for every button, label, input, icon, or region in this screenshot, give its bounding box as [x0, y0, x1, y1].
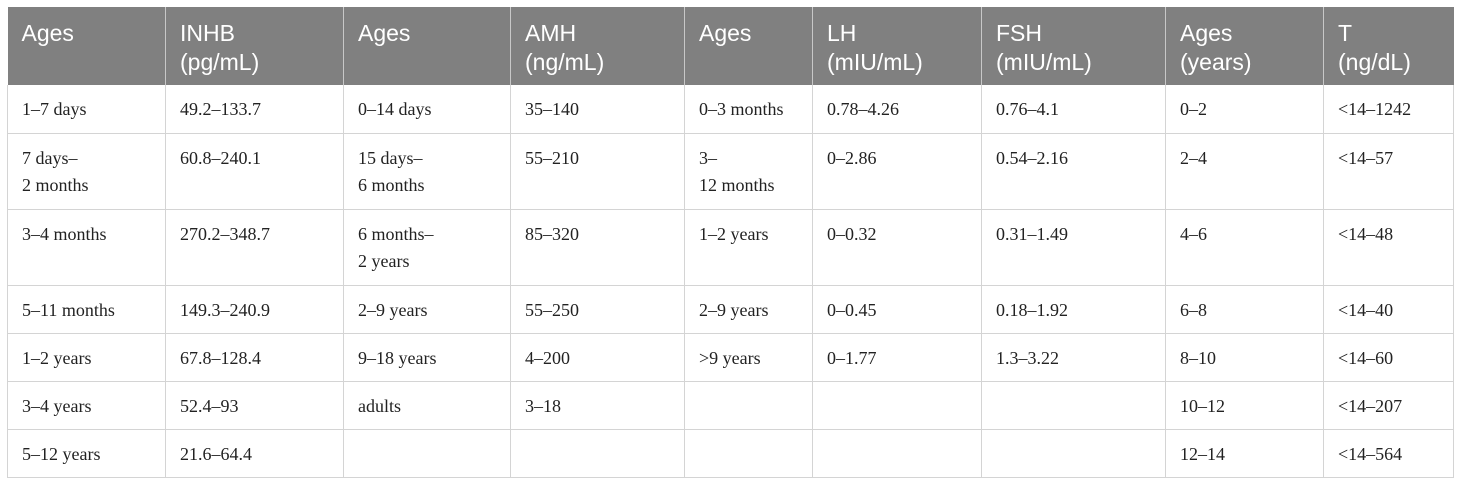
table-cell: 55–250 — [510, 285, 685, 334]
table-cell: 6 months– 2 years — [343, 209, 511, 286]
table-cell: 0.76–4.1 — [981, 85, 1166, 134]
header-ages-years: Ages (years) — [1165, 7, 1324, 85]
table-cell: 1–2 years — [684, 209, 813, 286]
table-cell: 0.54–2.16 — [981, 133, 1166, 210]
reference-range-table: Ages INHB (pg/mL) Ages AMH (ng/mL) Ages … — [7, 7, 1454, 478]
table-cell: 5–11 months — [7, 285, 166, 334]
table-cell: 2–4 — [1165, 133, 1324, 210]
table-cell: 4–6 — [1165, 209, 1324, 286]
table-row: 5–12 years 21.6–64.4 12–14 <14–564 — [7, 429, 1454, 478]
table-cell: 8–10 — [1165, 333, 1324, 382]
table-cell: 0–1.77 — [812, 333, 982, 382]
header-ages-lh-fsh: Ages — [684, 7, 813, 85]
table-cell: 60.8–240.1 — [165, 133, 344, 210]
table-cell: adults — [343, 381, 511, 430]
table-cell: 4–200 — [510, 333, 685, 382]
table-cell: 6–8 — [1165, 285, 1324, 334]
table-cell: 3–4 months — [7, 209, 166, 286]
table-cell: 21.6–64.4 — [165, 429, 344, 478]
table-cell — [812, 381, 982, 430]
table-cell: 1–7 days — [7, 85, 166, 134]
table-cell: 0–2 — [1165, 85, 1324, 134]
table-row: 1–7 days 49.2–133.7 0–14 days 35–140 0–3… — [7, 85, 1454, 134]
table-cell: 7 days– 2 months — [7, 133, 166, 210]
table-cell: 2–9 years — [343, 285, 511, 334]
table-row: 1–2 years 67.8–128.4 9–18 years 4–200 >9… — [7, 333, 1454, 382]
header-testosterone: T (ng/dL) — [1323, 7, 1454, 85]
table-cell: 3–18 — [510, 381, 685, 430]
header-fsh: FSH (mIU/mL) — [981, 7, 1166, 85]
table-cell: 52.4–93 — [165, 381, 344, 430]
table-cell: 0.78–4.26 — [812, 85, 982, 134]
header-ages-amh: Ages — [343, 7, 511, 85]
table-cell: <14–207 — [1323, 381, 1454, 430]
table-cell: 15 days– 6 months — [343, 133, 511, 210]
header-lh: LH (mIU/mL) — [812, 7, 982, 85]
table-cell: 85–320 — [510, 209, 685, 286]
table-cell: 55–210 — [510, 133, 685, 210]
table-cell — [684, 429, 813, 478]
table-cell: 3–4 years — [7, 381, 166, 430]
table-cell: 3– 12 months — [684, 133, 813, 210]
reference-range-table-container: Ages INHB (pg/mL) Ages AMH (ng/mL) Ages … — [7, 7, 1454, 478]
table-cell: 0–0.45 — [812, 285, 982, 334]
table-cell: 67.8–128.4 — [165, 333, 344, 382]
table-cell: 0.31–1.49 — [981, 209, 1166, 286]
table-cell: <14–57 — [1323, 133, 1454, 210]
table-row: 3–4 years 52.4–93 adults 3–18 10–12 <14–… — [7, 381, 1454, 430]
table-row: 5–11 months 149.3–240.9 2–9 years 55–250… — [7, 285, 1454, 334]
table-cell: 10–12 — [1165, 381, 1324, 430]
table-cell: 5–12 years — [7, 429, 166, 478]
table-cell: 270.2–348.7 — [165, 209, 344, 286]
table-cell: 2–9 years — [684, 285, 813, 334]
header-amh: AMH (ng/mL) — [510, 7, 685, 85]
header-inhb: INHB (pg/mL) — [165, 7, 344, 85]
table-cell: 12–14 — [1165, 429, 1324, 478]
table-cell — [343, 429, 511, 478]
table-cell: 1–2 years — [7, 333, 166, 382]
table-cell — [510, 429, 685, 478]
table-row: 3–4 months 270.2–348.7 6 months– 2 years… — [7, 209, 1454, 286]
table-cell — [981, 381, 1166, 430]
table-cell: 1.3–3.22 — [981, 333, 1166, 382]
table-cell: <14–564 — [1323, 429, 1454, 478]
table-cell: 0–0.32 — [812, 209, 982, 286]
table-cell: <14–1242 — [1323, 85, 1454, 134]
table-cell: 0–3 months — [684, 85, 813, 134]
header-row: Ages INHB (pg/mL) Ages AMH (ng/mL) Ages … — [7, 7, 1454, 85]
table-cell: 9–18 years — [343, 333, 511, 382]
table-cell: 0–2.86 — [812, 133, 982, 210]
table-row: 7 days– 2 months 60.8–240.1 15 days– 6 m… — [7, 133, 1454, 210]
table-cell: >9 years — [684, 333, 813, 382]
table-cell: 0–14 days — [343, 85, 511, 134]
table-cell: <14–60 — [1323, 333, 1454, 382]
table-cell — [981, 429, 1166, 478]
table-cell: 0.18–1.92 — [981, 285, 1166, 334]
header-ages-inhb: Ages — [7, 7, 166, 85]
table-cell: <14–48 — [1323, 209, 1454, 286]
table-cell — [684, 381, 813, 430]
table-cell — [812, 429, 982, 478]
table-cell: 35–140 — [510, 85, 685, 134]
table-cell: <14–40 — [1323, 285, 1454, 334]
table-cell: 149.3–240.9 — [165, 285, 344, 334]
table-cell: 49.2–133.7 — [165, 85, 344, 134]
